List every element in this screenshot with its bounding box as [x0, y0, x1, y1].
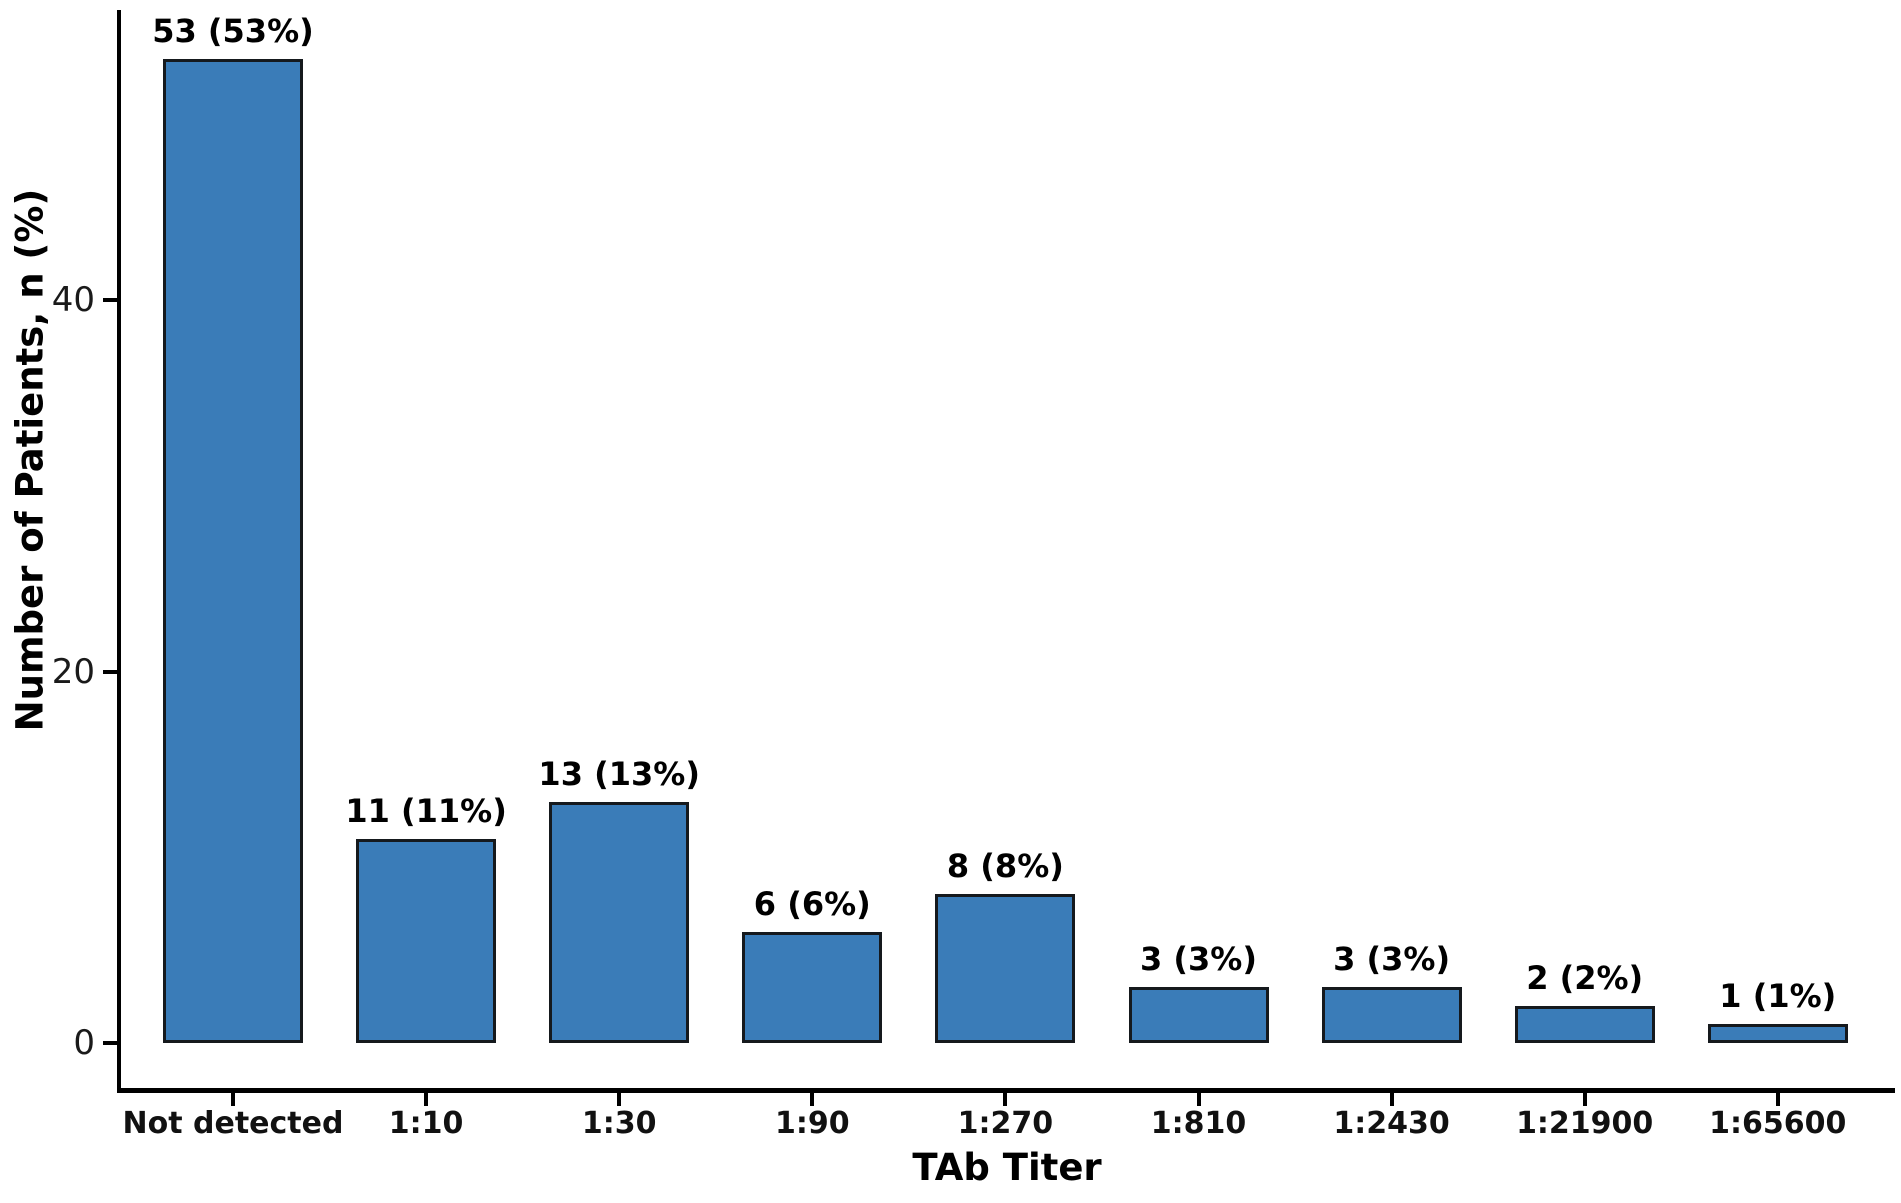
bar-value-label: 2 (2%)	[1526, 959, 1644, 997]
x-tick-mark	[1196, 1092, 1201, 1106]
x-tick-label: 1:90	[774, 1106, 850, 1141]
bar-value-label: 13 (13%)	[538, 755, 700, 793]
y-tick-mark	[103, 1041, 118, 1045]
bar-value-label: 3 (3%)	[1140, 940, 1257, 978]
y-tick-label: 20	[51, 651, 95, 692]
bar-value-label: 1 (1%)	[1719, 977, 1837, 1015]
x-tick-mark	[231, 1092, 235, 1106]
bar	[1707, 1024, 1848, 1043]
bar	[1321, 987, 1462, 1043]
x-tick-mark	[424, 1092, 429, 1106]
x-tick-label: 1:21900	[1516, 1106, 1654, 1141]
x-tick-mark	[1003, 1092, 1008, 1106]
y-axis-spine	[117, 10, 121, 1093]
y-tick-label: 0	[73, 1023, 95, 1063]
x-tick-label: 1:810	[1150, 1106, 1247, 1141]
bar-value-label: 11 (11%)	[345, 792, 507, 830]
x-tick-mark	[1389, 1092, 1394, 1106]
bar	[742, 932, 883, 1043]
bar	[163, 59, 303, 1043]
bar	[1128, 987, 1269, 1043]
x-tick-label: 1:10	[388, 1106, 464, 1141]
bar-value-label: 53 (53%)	[152, 12, 314, 50]
x-axis-title: TAb Titer	[912, 1146, 1102, 1189]
y-tick-mark	[103, 298, 118, 302]
x-tick-label: 1:30	[581, 1106, 657, 1141]
x-tick-mark	[1582, 1092, 1587, 1106]
x-tick-label: 1:65600	[1709, 1106, 1847, 1141]
x-tick-mark	[617, 1092, 622, 1106]
bar	[1514, 1006, 1655, 1043]
bar-value-label: 6 (6%)	[753, 885, 871, 923]
bar	[356, 839, 497, 1043]
x-tick-label: Not detected	[122, 1106, 344, 1141]
x-tick-mark	[1775, 1092, 1780, 1106]
x-tick-mark	[810, 1092, 815, 1106]
y-tick-label: 40	[51, 280, 95, 320]
bar-value-label: 3 (3%)	[1333, 940, 1451, 978]
bar-value-label: 8 (8%)	[946, 847, 1064, 885]
bar	[549, 802, 690, 1043]
bar	[935, 894, 1076, 1043]
y-tick-mark	[103, 669, 118, 674]
x-tick-label: 1:2430	[1333, 1106, 1450, 1141]
x-tick-label: 1:270	[957, 1106, 1054, 1141]
x-axis-spine	[117, 1088, 1895, 1093]
